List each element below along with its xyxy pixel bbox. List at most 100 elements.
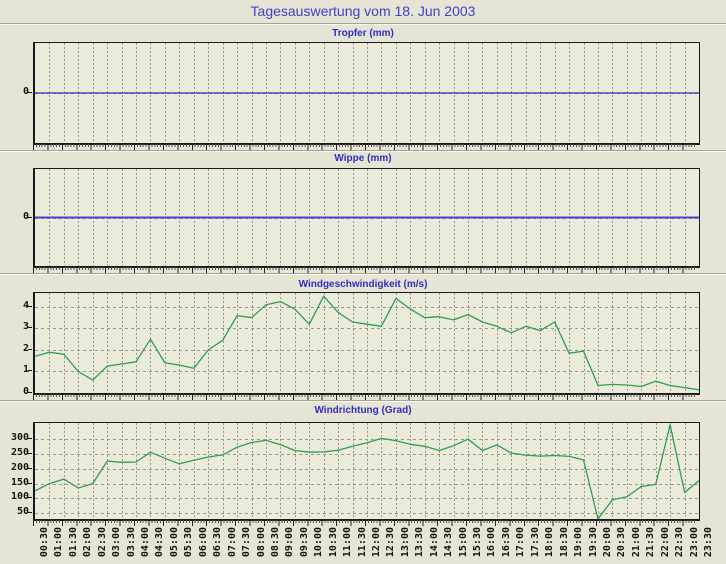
horizontal-gridlines [35, 307, 699, 372]
y-tick-mark [28, 438, 32, 439]
chart-section-tropfer: Tropfer (mm) 0 [0, 26, 726, 150]
x-tick-label: 22:00 [659, 527, 671, 558]
y-tick-mark [28, 468, 32, 469]
x-tick-label: 08:30 [269, 527, 281, 558]
x-tick-label: 11:00 [342, 527, 354, 558]
chart-plot-wippe [33, 168, 700, 268]
x-tick-label: 14:30 [443, 527, 455, 558]
y-tick-label: 300 [10, 432, 29, 444]
x-tick-label: 14:00 [428, 527, 440, 558]
y-tick-label: 2 [22, 342, 29, 354]
divider [0, 273, 726, 275]
x-tick-label: 08:00 [255, 527, 267, 558]
x-tick-label: 16:30 [500, 527, 512, 558]
x-tick-label: 21:30 [645, 527, 657, 558]
y-tick-mark [28, 483, 32, 484]
x-tick-label: 02:30 [96, 527, 108, 558]
x-tick-label: 12:00 [371, 527, 382, 558]
chart-plot-windgeschwindigkeit [33, 292, 700, 395]
x-tick-label: 16:00 [486, 527, 498, 558]
x-tick-label: 22:30 [674, 527, 686, 558]
x-tick-label: 01:00 [53, 527, 65, 558]
chart-title: Windrichtung (Grad) [314, 405, 412, 416]
chart-plot-tropfer [33, 42, 700, 145]
x-tick-label: 20:00 [601, 527, 613, 558]
x-tick-label: 19:30 [587, 527, 599, 558]
y-tick-label: 100 [10, 491, 29, 503]
chart-title: Wippe (mm) [334, 153, 392, 164]
y-tick-label: 0 [22, 386, 29, 397]
x-axis-tick-strip [33, 394, 697, 400]
x-tick-label: 03:30 [125, 527, 137, 558]
y-tick-mark [28, 370, 32, 371]
chart-section-wippe: Wippe (mm) 0 [0, 151, 726, 273]
page-title: Tagesauswertung vom 18. Jun 2003 [250, 3, 476, 19]
chart-section-windrichtung: Windrichtung (Grad) 50 100 150 200 250 300 00:… [0, 402, 726, 564]
chart-canvas [35, 169, 699, 266]
x-tick-label: 21:00 [630, 527, 642, 558]
y-tick-mark [28, 327, 32, 328]
horizontal-gridlines [35, 439, 699, 514]
y-tick-mark [28, 217, 32, 218]
x-tick-label: 18:00 [544, 527, 556, 558]
x-tick-label: 15:30 [472, 527, 484, 558]
chart-canvas [35, 423, 699, 519]
y-tick-label: 250 [10, 447, 29, 458]
x-tick-label: 07:00 [226, 527, 238, 558]
y-tick-label: 150 [10, 476, 29, 488]
y-tick-label: 50 [16, 506, 29, 518]
y-tick-label: 3 [22, 321, 29, 333]
x-tick-label: 03:00 [111, 527, 123, 558]
y-tick-label: 4 [22, 299, 29, 311]
x-tick-label: 13:30 [414, 527, 426, 558]
chart-title: Tropfer (mm) [332, 28, 394, 39]
x-tick-label: 23:00 [688, 527, 700, 558]
x-tick-label: 06:00 [197, 527, 209, 558]
x-tick-label: 17:30 [529, 527, 541, 558]
x-tick-label: 09:00 [284, 527, 296, 558]
x-tick-label: 15:00 [457, 527, 469, 558]
y-tick-label: 0 [22, 86, 29, 97]
x-tick-label: 23:30 [703, 527, 714, 558]
divider [0, 400, 726, 402]
chart-plot-windrichtung [33, 422, 700, 521]
x-tick-label: 06:30 [212, 527, 224, 558]
x-tick-label: 04:30 [154, 527, 166, 558]
divider [0, 150, 726, 152]
x-tick-label: 07:30 [241, 527, 253, 558]
x-tick-label: 05:00 [168, 527, 180, 558]
y-tick-mark [28, 92, 32, 93]
vertical-gridlines [49, 423, 686, 519]
y-tick-mark [28, 306, 32, 307]
chart-canvas [35, 293, 699, 393]
x-tick-label: 00:30 [39, 527, 50, 558]
y-tick-mark [28, 497, 32, 498]
x-tick-label: 04:00 [140, 527, 152, 558]
chart-section-windgeschwindigkeit: Windgeschwindigkeit (m/s) 0 1 2 3 4 [0, 276, 726, 400]
chart-title: Windgeschwindigkeit (m/s) [298, 279, 428, 290]
x-tick-label: 11:30 [356, 527, 368, 558]
x-tick-label: 13:00 [399, 527, 411, 558]
y-tick-mark [28, 349, 32, 350]
y-tick-mark [28, 392, 32, 393]
x-tick-label: 19:00 [573, 527, 585, 558]
x-tick-label: 01:30 [67, 527, 79, 558]
x-tick-label: 10:30 [327, 527, 339, 558]
x-axis-tick-strip [33, 520, 697, 526]
x-tick-label: 20:30 [616, 527, 628, 558]
chart-canvas [35, 43, 699, 143]
y-tick-label: 0 [22, 210, 29, 222]
x-tick-label: 10:00 [313, 527, 325, 558]
data-line [35, 424, 699, 519]
data-line [35, 295, 699, 391]
x-tick-label: 12:30 [385, 527, 397, 558]
divider [0, 23, 726, 25]
x-tick-label: 17:00 [515, 527, 527, 558]
x-axis-tick-strip [33, 267, 697, 273]
x-tick-label: 02:00 [82, 527, 94, 558]
x-tick-label: 05:30 [183, 527, 195, 558]
y-tick-label: 200 [10, 461, 29, 473]
y-tick-label: 1 [22, 364, 29, 376]
y-tick-mark [28, 453, 32, 454]
